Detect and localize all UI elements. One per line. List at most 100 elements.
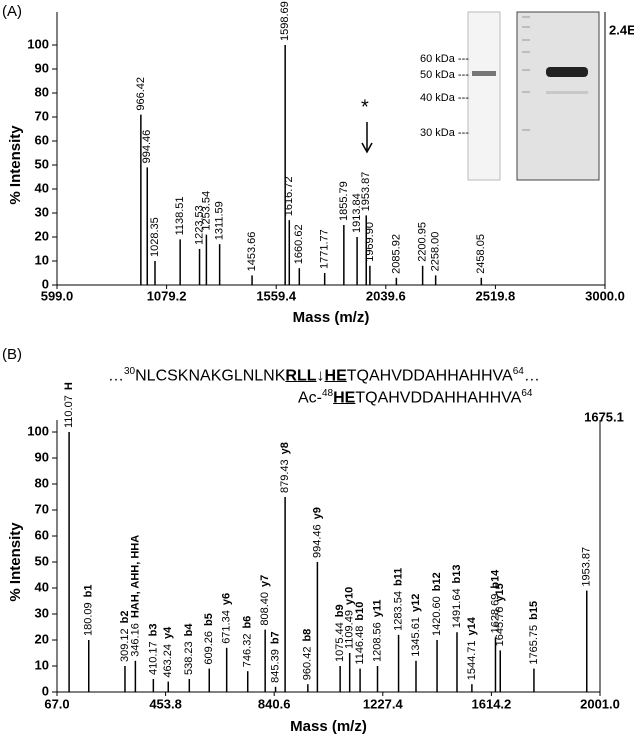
x-tick-label: 599.0 [41, 288, 74, 303]
peak-label: 1420.60 [431, 596, 443, 636]
gel-label: 30 kDa --- [420, 127, 469, 139]
y-tick-label: 10 [35, 252, 49, 267]
ion-label: y6 [221, 593, 233, 605]
peak-label: 1765.75 [528, 625, 540, 665]
ion-label: b6 [242, 616, 254, 629]
peak-label: 1208.56 [371, 622, 383, 662]
ion-label: b12 [431, 572, 443, 591]
ion-label: b3 [147, 624, 159, 637]
ion-label: b1 [83, 585, 95, 598]
peak-label: 609.26 [203, 631, 215, 665]
peak-label: 994.46 [311, 524, 323, 558]
peak-label: 1628.69 [489, 594, 501, 634]
peak-label: 1028.35 [149, 217, 161, 257]
arrow [361, 122, 373, 154]
ion-label: b2 [119, 611, 131, 624]
y-tick-label: 100 [27, 36, 49, 51]
peak-label: 1544.71 [466, 640, 478, 680]
peak-label: 1598.69 [279, 1, 291, 41]
peak-label: 746.32 [242, 634, 254, 668]
seq-part: TQAHVDDAHHAHHVA [346, 367, 513, 385]
ion-label: y8 [279, 442, 291, 454]
y-tick-label: 0 [42, 683, 49, 698]
sequence-line-2: Ac-48HETQAHVDDAHHAHHVA64 [298, 388, 532, 407]
y-tick-label: 80 [35, 475, 49, 490]
max-label: 2.4E+4 [609, 22, 634, 37]
ion-label: b14 [489, 569, 501, 589]
seq-part: … [523, 367, 540, 385]
peak-label: 1138.51 [174, 196, 186, 235]
y-tick-label: 90 [35, 60, 49, 75]
peak-label: 994.46 [141, 130, 153, 164]
ion-label: y12 [410, 594, 422, 612]
seq-number: 30 [124, 366, 136, 377]
y-tick-label: 100 [27, 423, 49, 438]
peak-label: 960.42 [302, 647, 314, 681]
ion-label: H [63, 382, 75, 390]
seq-part: … [108, 367, 124, 385]
ion-label: y10 [344, 587, 356, 605]
peak-label: 1645.76 [494, 607, 506, 647]
y-tick-label: 20 [35, 228, 49, 243]
x-axis-title: Mass (m/z) [290, 718, 367, 735]
gel-band [472, 71, 496, 76]
peak-label: 2200.95 [417, 222, 429, 262]
peak-label: 1913.84 [351, 193, 363, 233]
x-tick-label: 2039.6 [366, 288, 406, 303]
seq-number: 64 [512, 366, 524, 377]
x-tick-label: 1614.2 [472, 696, 512, 711]
ion-label: y7 [259, 575, 271, 587]
ion-label: b7 [269, 631, 281, 644]
gel-band [546, 67, 588, 77]
seq-cleavage: ↓ [316, 367, 325, 385]
peak-label: 1223.53 [193, 205, 205, 245]
ion-label: b4 [183, 623, 195, 637]
gel-label: 50 kDa --- [420, 69, 469, 81]
peak-label: 180.09 [83, 602, 95, 636]
peak-label: 2458.05 [475, 234, 487, 274]
y-tick-label: 80 [35, 84, 49, 99]
ion-label: y14 [466, 616, 478, 635]
gel-label: 60 kDa --- [420, 53, 469, 65]
y-axis-title: % Intensity [7, 125, 24, 205]
y-tick-label: 30 [35, 204, 49, 219]
seq-number: 48 [322, 388, 334, 399]
ion-label: b5 [203, 613, 215, 626]
y-tick-label: 10 [35, 657, 49, 672]
x-tick-label: 67.0 [44, 696, 69, 711]
sequence-line-1: …30NLCSKNAKGLNLNKRLL↓HETQAHVDDAHHAHHVA64… [108, 366, 540, 385]
peak-label: 808.40 [259, 592, 271, 626]
peak-label: 538.23 [183, 641, 195, 675]
y-tick-label: 40 [35, 579, 49, 594]
peak-label: 309.12 [119, 628, 131, 662]
peak-label: 1453.66 [246, 232, 258, 272]
ion-label: b15 [528, 601, 540, 620]
ion-label: b9 [334, 604, 346, 617]
seq-part: TQAHVDDAHHAHHVA [355, 389, 522, 407]
y-tick-label: 70 [35, 501, 49, 516]
seq-part: HE [324, 367, 347, 385]
peak-label: 1075.44 [334, 622, 346, 662]
peak-label: 966.42 [135, 77, 147, 111]
gel-left [467, 11, 501, 181]
ion-label: b10 [354, 602, 366, 621]
y-tick-label: 30 [35, 605, 49, 620]
peak-label: 1771.77 [319, 229, 331, 269]
peak-label: 110.07 [63, 395, 75, 428]
ion-label: b13 [451, 564, 463, 583]
seq-part: RLL [285, 367, 317, 385]
y-tick-label: 40 [35, 180, 49, 195]
peak-label: 1855.79 [338, 181, 350, 221]
peak-label: 1969.90 [364, 222, 376, 262]
x-tick-label: 3000.0 [585, 288, 625, 303]
y-tick-label: 0 [42, 276, 49, 291]
x-tick-label: 2001.0 [580, 696, 620, 711]
peak-label: 1953.87 [581, 547, 593, 587]
ion-label: b11 [392, 568, 404, 586]
peak-label: 879.43 [279, 459, 291, 493]
panel-label: (A) [2, 3, 22, 20]
x-axis-title: Mass (m/z) [293, 309, 370, 326]
gel-right [516, 11, 600, 181]
peak-label: 1311.59 [214, 201, 226, 240]
seq-part: Ac- [298, 389, 322, 407]
